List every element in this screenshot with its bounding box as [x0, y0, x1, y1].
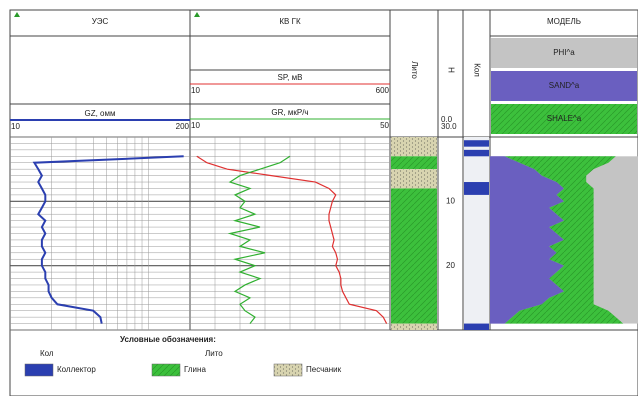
- collector: [464, 182, 489, 195]
- model-sand: [490, 156, 564, 324]
- curve-name: GZ, омм: [84, 109, 115, 118]
- collector: [464, 323, 489, 330]
- curve: [227, 155, 291, 324]
- collector: [464, 140, 489, 147]
- marker: [194, 12, 200, 17]
- litho-interval: [391, 169, 437, 189]
- scale-max: 50: [380, 121, 389, 130]
- legend-swatch: [151, 363, 181, 377]
- scale-max: 200: [176, 122, 190, 131]
- depth-range: 30.0: [441, 122, 457, 131]
- collector-bg: [464, 137, 489, 330]
- model-label: PHI^a: [553, 48, 575, 57]
- track-title: КВ ГК: [279, 17, 301, 26]
- curve: [196, 155, 388, 324]
- marker: [14, 12, 20, 17]
- curve-name: GR, мкР/ч: [271, 108, 308, 117]
- track-title: Лито: [410, 61, 419, 79]
- scale-max: 600: [376, 86, 390, 95]
- legend-group: Лито: [205, 349, 223, 358]
- legend-label: Глина: [184, 365, 206, 374]
- litho-interval: [391, 323, 437, 330]
- curve-name: SP, мВ: [278, 73, 303, 82]
- legend-label: Коллектор: [57, 365, 96, 374]
- scale-min: 10: [191, 86, 200, 95]
- legend-swatch: [273, 363, 303, 377]
- track-title: H: [446, 67, 455, 73]
- track-frame: [9, 9, 191, 331]
- legend-group: Кол: [40, 349, 54, 358]
- model-key: [491, 71, 637, 101]
- depth-label: 20: [446, 261, 455, 270]
- model-key: [491, 38, 637, 68]
- depth-label: 10: [446, 196, 455, 205]
- legend-title: Условные обозначения:: [120, 335, 216, 344]
- depth-range: 0.0: [441, 115, 453, 124]
- litho-interval: [391, 156, 437, 170]
- track-title: МОДЕЛЬ: [547, 17, 581, 26]
- track-title: Кол: [472, 63, 481, 77]
- model-key: [491, 104, 637, 134]
- legend-label: Песчаник: [306, 365, 342, 374]
- track-title: УЭС: [92, 17, 109, 26]
- track-frame: [437, 9, 464, 331]
- scale-min: 10: [191, 121, 200, 130]
- litho-interval: [391, 137, 437, 157]
- legend-swatch: [24, 363, 54, 377]
- model-label: SAND^a: [549, 81, 580, 90]
- model-label: SHALE^a: [547, 114, 582, 123]
- collector: [464, 149, 489, 157]
- litho-interval: [391, 188, 437, 324]
- curve: [32, 155, 184, 324]
- scale-min: 10: [11, 122, 20, 131]
- model-shale: [504, 156, 624, 324]
